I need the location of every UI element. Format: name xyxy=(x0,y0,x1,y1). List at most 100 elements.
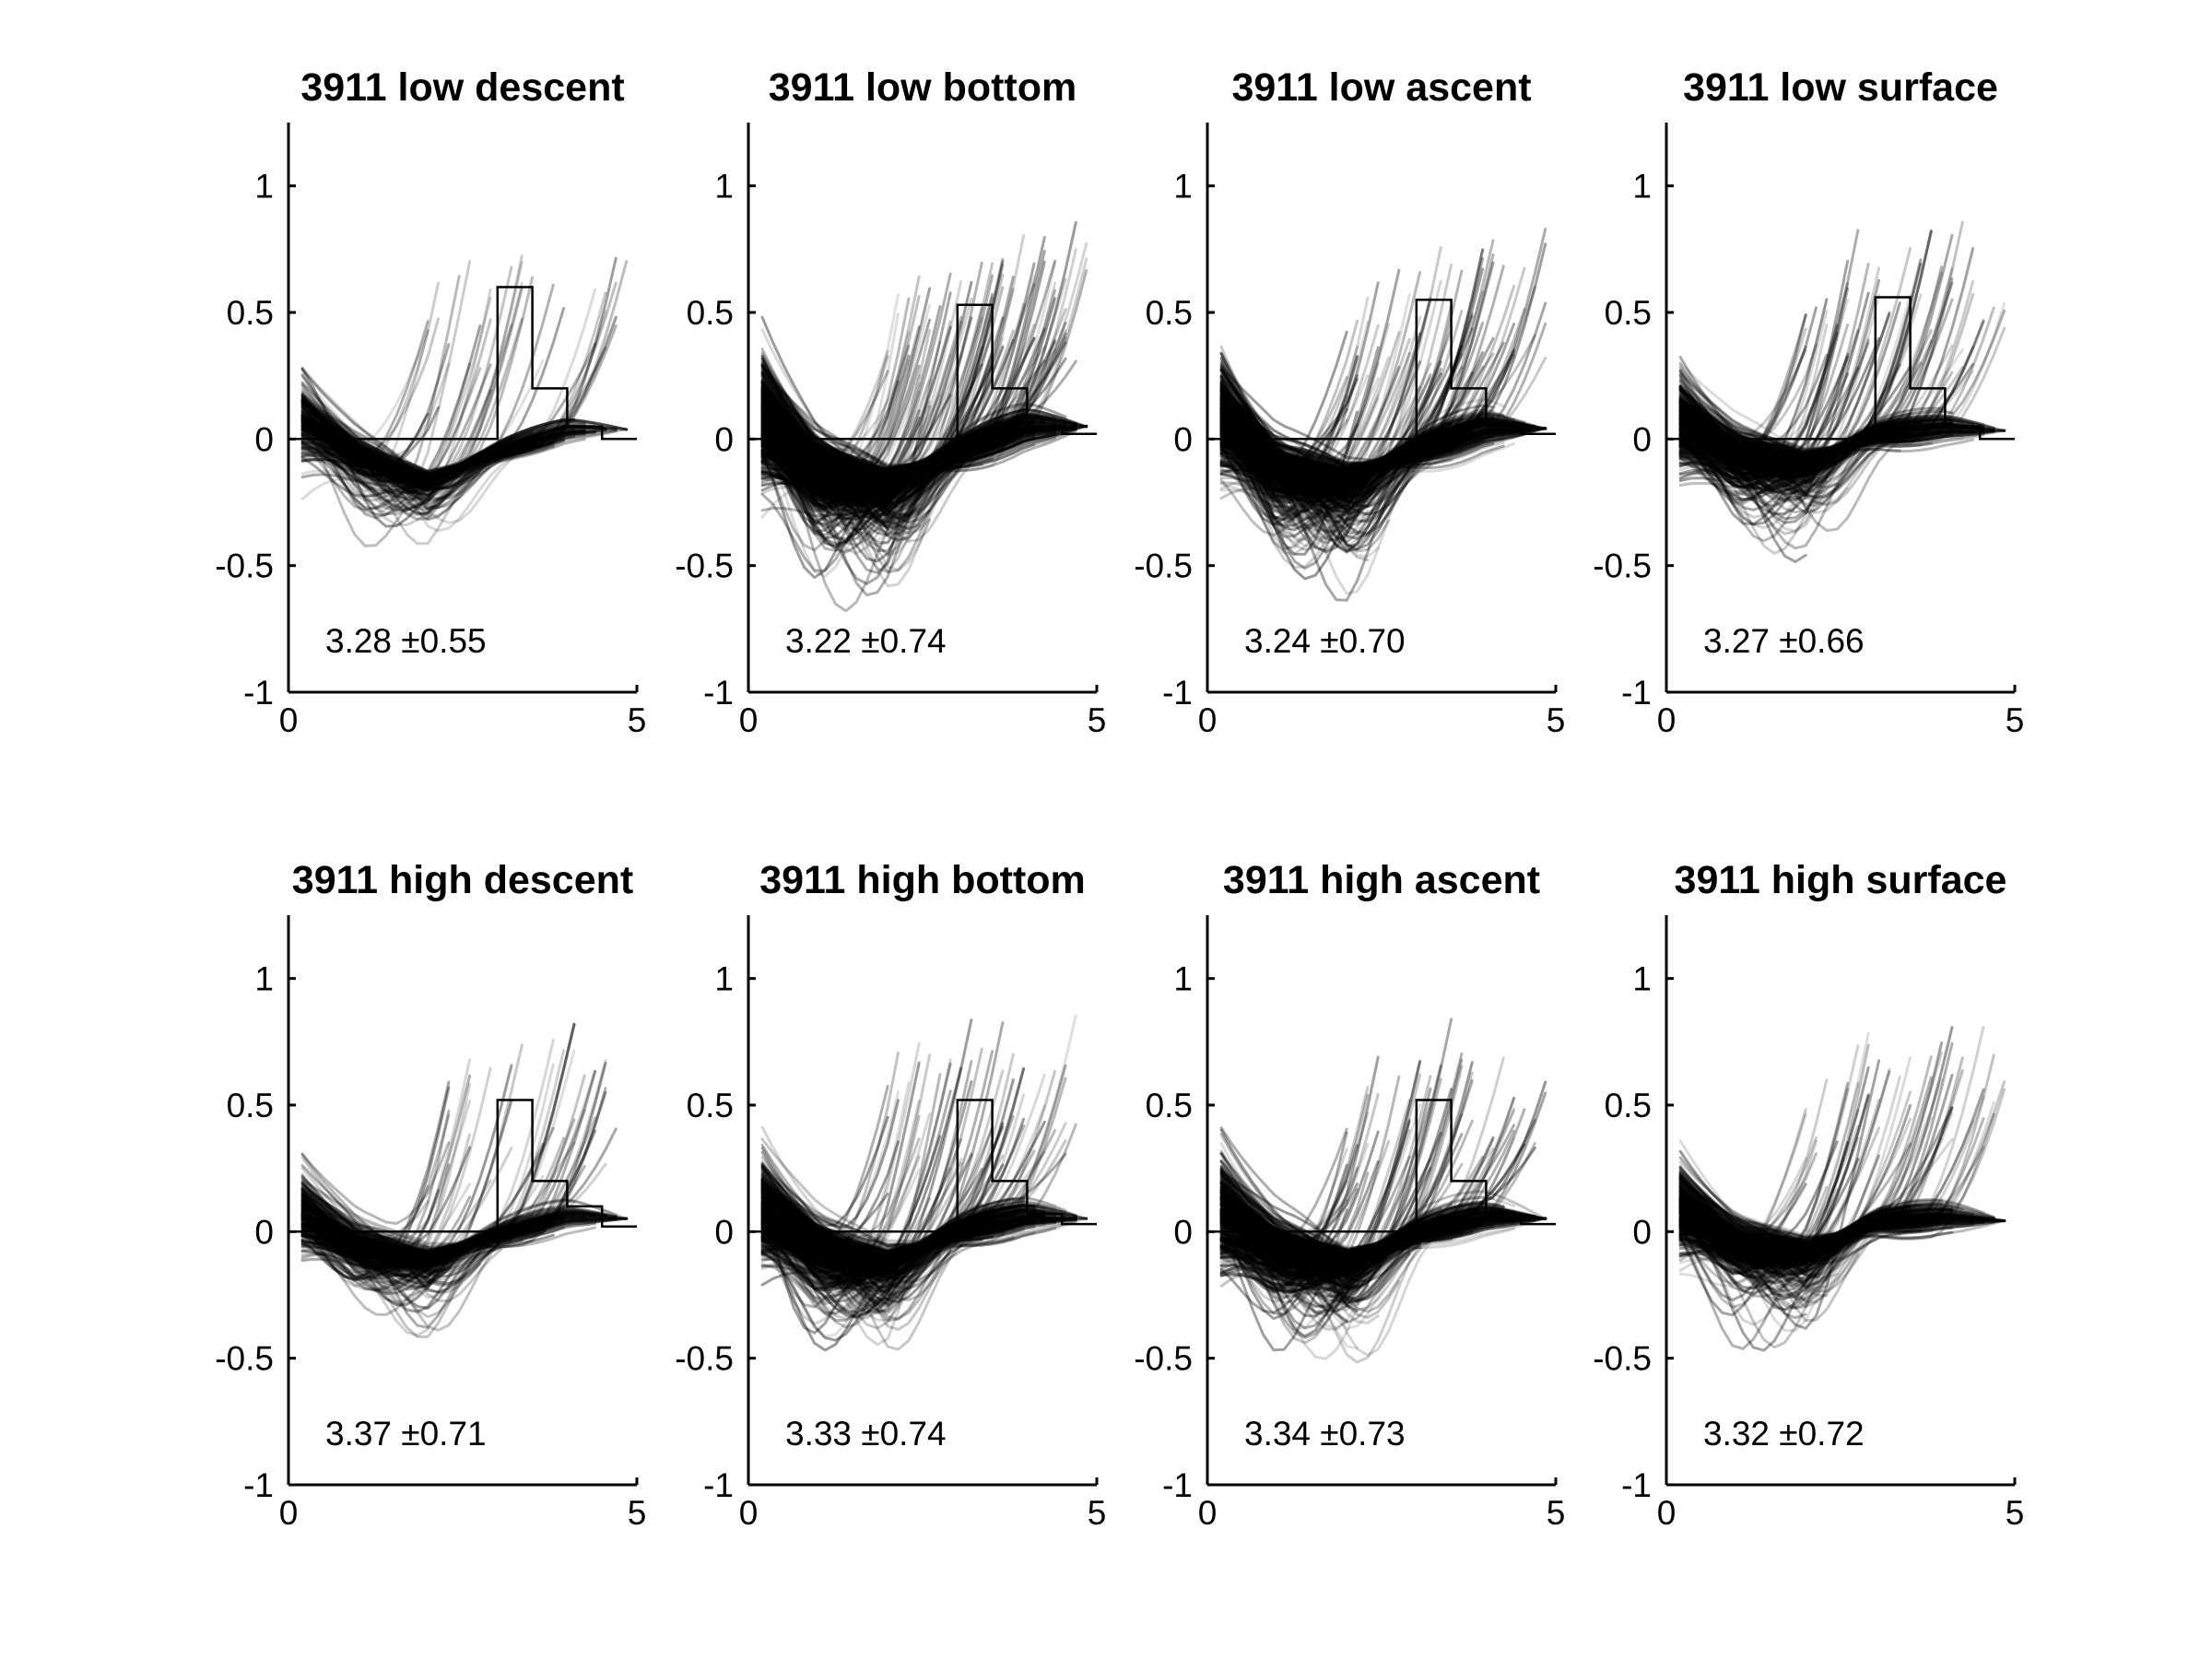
trace-line xyxy=(760,425,889,529)
trace-line xyxy=(1219,410,1359,477)
trace-line xyxy=(300,398,535,484)
trace-line xyxy=(1219,389,1485,481)
trace-line xyxy=(760,436,1057,501)
trace-line xyxy=(1219,253,1495,479)
trace-line xyxy=(1219,394,1547,508)
trace-line xyxy=(1678,229,1933,462)
trace-line xyxy=(760,441,911,484)
trace-line xyxy=(760,263,1005,481)
trace-line xyxy=(760,380,932,484)
trace-line xyxy=(760,432,1015,477)
trace-line xyxy=(300,1048,566,1260)
trace-line xyxy=(760,324,1036,573)
trace-line xyxy=(1219,420,1359,470)
trace-line xyxy=(300,415,513,478)
trace-line xyxy=(1678,429,1891,463)
trace-line xyxy=(300,1206,618,1316)
trace-line xyxy=(760,433,963,519)
trace-line xyxy=(300,1174,597,1284)
trace-line xyxy=(300,417,461,481)
trace-line xyxy=(760,384,911,549)
trace-line xyxy=(760,399,889,480)
trace-line xyxy=(760,296,994,488)
x-tick-label: 5 xyxy=(1088,1494,1107,1532)
trace-line xyxy=(760,358,983,499)
trace-line xyxy=(300,260,472,499)
trace-line xyxy=(1219,400,1442,483)
trace-line xyxy=(1678,426,1933,469)
trace-line xyxy=(760,316,983,482)
trace-line xyxy=(1219,365,1391,465)
trace-line xyxy=(760,293,900,500)
trace-line xyxy=(760,373,963,490)
y-tick-label: 0 xyxy=(254,420,274,458)
trace-line xyxy=(1219,406,1370,515)
trace-line xyxy=(300,424,618,516)
trace-line xyxy=(760,392,1015,477)
trace-line xyxy=(1219,406,1422,490)
trace-line xyxy=(1219,267,1485,477)
trace-line xyxy=(1678,429,1944,500)
trace-line xyxy=(760,320,952,487)
trace-line xyxy=(1678,375,1860,473)
trace-line xyxy=(760,397,1005,513)
trace-line xyxy=(1219,471,1380,559)
trace-line xyxy=(1219,376,1432,481)
trace-line xyxy=(760,336,1036,475)
trace-line xyxy=(300,317,524,488)
trace-line xyxy=(760,432,963,509)
trace-line xyxy=(1678,407,1818,481)
trace-line xyxy=(300,403,535,478)
panel-6-stat-annotation: 3.33 ±0.74 xyxy=(785,1415,947,1453)
trace-line xyxy=(1219,385,1411,471)
trace-line xyxy=(760,383,900,473)
trace-line xyxy=(1678,455,1829,473)
trace-line xyxy=(1219,407,1495,522)
trace-line xyxy=(300,315,618,479)
trace-line xyxy=(1219,388,1495,495)
trace-line xyxy=(760,405,963,563)
trace-line xyxy=(1219,361,1380,500)
trace-line xyxy=(1678,298,1850,449)
trace-line xyxy=(1219,441,1411,493)
trace-line xyxy=(760,341,1067,486)
trace-line xyxy=(760,340,1057,499)
trace-line xyxy=(760,408,921,482)
trace-line xyxy=(760,397,932,477)
trace-line xyxy=(760,338,1015,498)
trace-line xyxy=(1219,414,1432,469)
trace-line xyxy=(760,354,1046,472)
trace-line xyxy=(1678,423,1923,482)
trace-line xyxy=(1219,407,1526,545)
trace-line xyxy=(760,236,1046,509)
trace-line xyxy=(1678,426,1912,476)
trace-line xyxy=(1219,377,1474,473)
trace-line xyxy=(1219,428,1474,479)
trace-line xyxy=(1219,417,1547,497)
trace-line xyxy=(760,404,921,481)
trace-line xyxy=(1219,417,1464,486)
trace-line xyxy=(1219,425,1453,478)
trace-line xyxy=(1219,257,1485,479)
trace-line xyxy=(300,1208,566,1257)
trace-line xyxy=(760,386,1057,496)
trace-line xyxy=(1219,422,1526,493)
trace-line xyxy=(760,382,921,478)
histogram-outline xyxy=(1206,299,1556,441)
y-tick-label: -0.5 xyxy=(215,1340,274,1378)
trace-line xyxy=(300,407,545,485)
trace-line xyxy=(1678,428,1964,487)
trace-line xyxy=(760,402,1067,500)
trace-line xyxy=(760,425,1077,485)
trace-line xyxy=(300,427,576,516)
trace-line xyxy=(760,396,1026,524)
trace-line xyxy=(300,1181,629,1254)
trace-line xyxy=(300,433,524,486)
trace-line xyxy=(1219,406,1464,488)
trace-line xyxy=(760,430,1026,492)
trace-line xyxy=(300,398,513,498)
trace-line xyxy=(760,418,1036,503)
trace-line xyxy=(760,422,889,495)
trace-line xyxy=(300,1213,607,1260)
trace-line xyxy=(300,281,440,459)
